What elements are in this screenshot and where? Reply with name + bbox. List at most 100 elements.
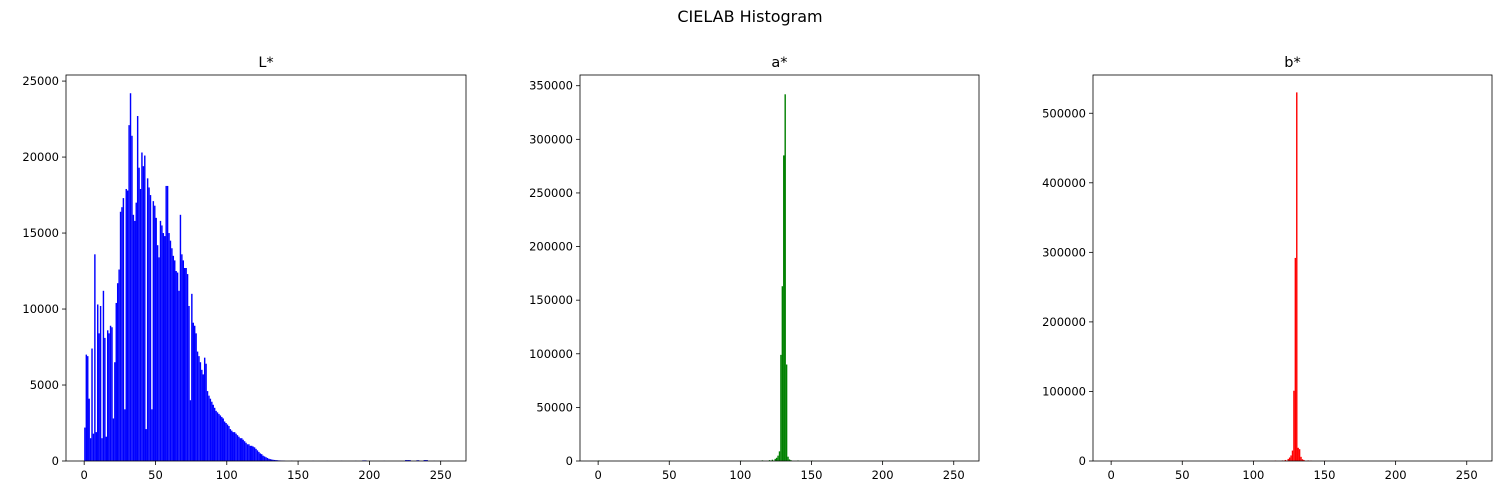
x-tick-label: 50: [1175, 468, 1190, 482]
histogram-bar-l: [215, 410, 217, 461]
histogram-bar-l: [268, 458, 270, 461]
x-tick-label: 0: [594, 468, 601, 482]
histogram-bar-b: [1284, 459, 1287, 461]
histogram-bar-l: [265, 457, 267, 461]
histogram-bar-l: [114, 362, 116, 461]
histogram-bar-l: [231, 430, 233, 461]
histogram-bar-b: [1290, 455, 1292, 461]
histogram-bar-l: [228, 426, 230, 461]
histogram-bar-l: [171, 248, 173, 461]
histogram-bar-b: [1301, 459, 1304, 461]
histogram-bar-a: [778, 451, 781, 461]
histogram-bar-l: [218, 413, 220, 461]
histogram-bar-a: [780, 354, 782, 461]
y-tick-label: 25000: [22, 74, 59, 88]
histogram-bar-l: [155, 217, 157, 461]
y-tick-label: 300000: [1042, 245, 1086, 259]
histogram-bar-l: [185, 268, 187, 461]
histogram-bar-a: [784, 94, 786, 462]
histogram-bar-l: [256, 450, 259, 461]
histogram-bar-b: [1288, 457, 1291, 461]
histogram-bar-a: [774, 458, 776, 461]
histogram-bar-l: [129, 93, 132, 462]
x-tick-label: 50: [662, 468, 677, 482]
histogram-bar-l: [164, 236, 166, 461]
histogram-bar-l: [112, 418, 115, 461]
histogram-bar-l: [188, 305, 190, 461]
histogram-bar-l: [239, 438, 242, 461]
x-tick-label: 150: [287, 468, 309, 482]
histogram-bar-l: [253, 447, 256, 461]
histogram-bar-l: [205, 363, 207, 461]
histogram-bar-b: [1298, 449, 1301, 461]
histogram-bar-l: [126, 190, 129, 461]
y-tick-label: 0: [52, 454, 59, 468]
histogram-bar-l: [229, 429, 232, 461]
y-tick-label: 100000: [1042, 384, 1086, 398]
histogram-bar-l: [85, 354, 88, 461]
histogram-bar-l: [226, 424, 229, 461]
histogram-bar-l: [203, 357, 206, 461]
histogram-panel-l: L* 0 50 100 150 200 250 0 5000 10000 15000 20000 250…: [22, 55, 467, 482]
histogram-bar-l: [425, 460, 427, 461]
x-tick-label: 100: [216, 468, 238, 482]
histogram-bar-l: [116, 283, 119, 461]
histogram-bar-l: [111, 327, 113, 461]
histogram-bar-l: [212, 404, 214, 461]
histogram-bar-l: [407, 460, 410, 461]
histogram-bar-l: [94, 254, 96, 461]
histogram-bar-l: [251, 445, 253, 461]
histogram-bar-l: [216, 412, 219, 461]
histogram-bar-l: [405, 460, 407, 461]
histogram-bar-l: [144, 155, 146, 462]
y-tick-label: 20000: [22, 150, 59, 164]
histogram-bar-a: [783, 155, 785, 462]
histogram-bar-l: [141, 152, 143, 461]
histogram-bar-l: [105, 436, 107, 461]
y-tick-label: 400000: [1042, 176, 1086, 190]
histogram-bar-l: [134, 220, 136, 461]
histogram-bar-l: [262, 455, 264, 461]
histogram-bar-l: [109, 325, 112, 461]
histogram-bar-l: [156, 245, 159, 461]
x-tick-label: 150: [1314, 468, 1336, 482]
histogram-bar-l: [149, 195, 152, 461]
histogram-bar-l: [168, 233, 170, 461]
histogram-bar-l: [125, 188, 127, 462]
x-tick-label: 200: [358, 468, 380, 482]
histogram-bar-l: [208, 395, 210, 461]
x-tick-label: 250: [430, 468, 452, 482]
histogram-bar-l: [145, 429, 147, 461]
histogram-bar-l: [406, 460, 408, 461]
y-tick-label: 500000: [1042, 106, 1086, 120]
histogram-bar-l: [270, 459, 273, 461]
histogram-bar-l: [169, 240, 172, 461]
histogram-bar-l: [115, 302, 117, 461]
histogram-bar-l: [182, 260, 185, 461]
histogram-bar-a: [787, 456, 789, 461]
y-tick-label: 50000: [536, 400, 573, 414]
axes-frame: [1092, 74, 1493, 462]
histogram-bar-l: [118, 269, 120, 461]
x-tick-label: 200: [1385, 468, 1407, 482]
histogram-bar-l: [272, 459, 274, 461]
histogram-bar-a: [768, 460, 771, 461]
y-tick-label: 300000: [529, 132, 573, 146]
histogram-bar-l: [219, 415, 222, 461]
histogram-bar-a: [777, 455, 779, 461]
histogram-bar-l: [148, 187, 150, 461]
histogram-bar-l: [99, 305, 102, 461]
histogram-bar-l: [172, 255, 175, 461]
histogram-bar-l: [152, 201, 155, 461]
histogram-bar-l: [201, 369, 203, 461]
histogram-bar-l: [186, 274, 189, 461]
x-tick-label: 0: [1107, 468, 1114, 482]
panel-title-l: L*: [258, 55, 273, 71]
histogram-bar-l: [92, 433, 95, 461]
histogram-bar-l: [275, 460, 277, 461]
histogram-bar-l: [223, 421, 226, 461]
histogram-bar-l: [191, 293, 193, 461]
y-tick-label: 200000: [1042, 315, 1086, 329]
axes-frame: [65, 74, 467, 462]
histogram-bar-l: [193, 325, 196, 461]
